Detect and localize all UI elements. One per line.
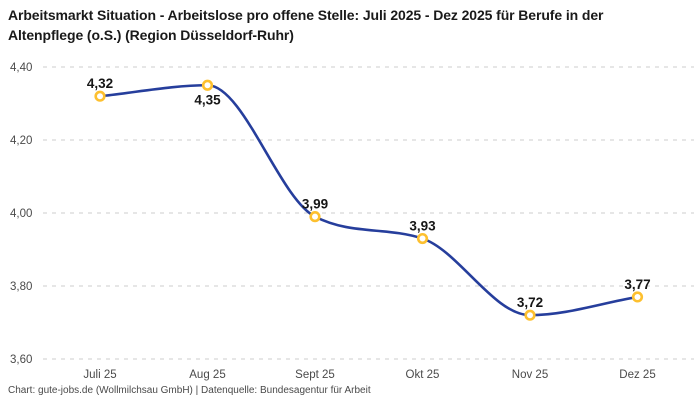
data-series-line	[98, 83, 639, 317]
data-point-marker[interactable]	[201, 79, 214, 91]
x-axis-tick-label: Juli 25	[83, 369, 116, 381]
data-point-marker[interactable]	[94, 90, 106, 102]
y-axis-tick-label: 4,00	[10, 208, 32, 220]
data-point-value-label: 4,35	[194, 92, 221, 107]
data-point-marker[interactable]	[416, 232, 429, 245]
y-axis-tick-label: 3,80	[10, 281, 32, 293]
data-point-value-label: 3,77	[624, 277, 650, 292]
x-axis-tick-label: Okt 25	[406, 369, 440, 381]
data-point-marker[interactable]	[524, 309, 536, 321]
x-axis-tick-label: Aug 25	[189, 369, 225, 381]
data-point-value-label: 3,99	[302, 197, 328, 212]
data-point-value-label: 4,32	[87, 76, 113, 91]
data-point-marker[interactable]	[631, 291, 644, 303]
y-axis-tick-label: 4,20	[10, 135, 32, 147]
x-axis-tick-label: Nov 25	[512, 369, 548, 381]
chart-title: Arbeitsmarkt Situation - Arbeitslose pro…	[8, 7, 604, 43]
data-point-value-label: 3,93	[409, 219, 436, 234]
y-axis-tick-label: 4,40	[10, 62, 32, 74]
x-axis-tick-label: Dez 25	[619, 369, 655, 381]
data-point-value-label: 3,72	[517, 295, 543, 310]
y-axis-tick-label: 3,60	[10, 354, 32, 366]
x-axis-tick-label: Sept 25	[295, 369, 335, 381]
chart-footer-attribution: Chart: gute-jobs.de (Wollmilchsau GmbH) …	[8, 385, 371, 396]
data-point-marker[interactable]	[309, 211, 321, 223]
